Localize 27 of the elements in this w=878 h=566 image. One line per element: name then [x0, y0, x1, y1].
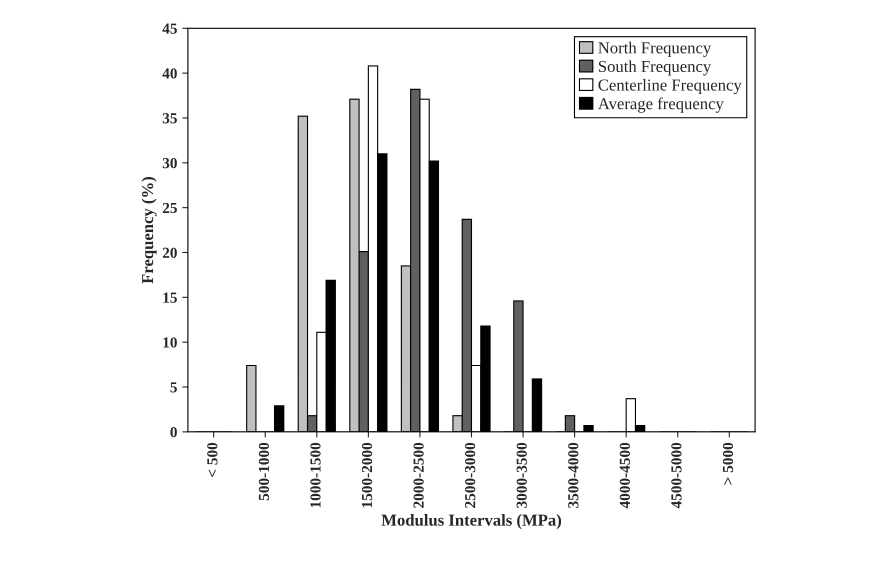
legend-label: Average frequency [598, 97, 724, 113]
x-tick-label: 1500-2000 [362, 442, 372, 508]
x-tick-label: 2500-3000 [465, 442, 476, 508]
legend-label: North Frequency [598, 42, 712, 57]
y-tick-label: 30 [162, 158, 177, 168]
x-tick-label: < 500 [207, 442, 218, 477]
x-axis-title: Modulus Intervals (MPa) [381, 514, 562, 530]
y-tick-label: 20 [162, 248, 177, 258]
legend-label: Centerline Frequency [598, 78, 742, 94]
y-tick-label: 35 [162, 113, 177, 124]
x-tick-label: > 5000 [722, 442, 734, 485]
y-tick-label: 45 [162, 24, 177, 34]
y-tick-label: 10 [163, 337, 177, 348]
x-tick-label: 1000-1500 [310, 442, 321, 508]
x-tick-label: 2000-2500 [413, 442, 424, 508]
y-tick-label: 15 [163, 292, 177, 303]
y-tick-label: 0 [170, 427, 177, 438]
x-tick-label: 4000-4500 [620, 442, 630, 508]
y-tick-label: 40 [162, 68, 177, 79]
legend-label: South Frequency [598, 60, 712, 76]
x-tick-label: 4500-5000 [671, 442, 682, 508]
x-tick-label: 3500-4000 [568, 442, 578, 508]
y-axis-title: Frequency (%) [141, 177, 157, 284]
y-tick-label: 5 [170, 382, 177, 392]
x-tick-label: 500-1000 [258, 442, 270, 500]
y-tick-label: 25 [162, 202, 177, 214]
x-tick-label: 3000-3500 [516, 442, 527, 508]
